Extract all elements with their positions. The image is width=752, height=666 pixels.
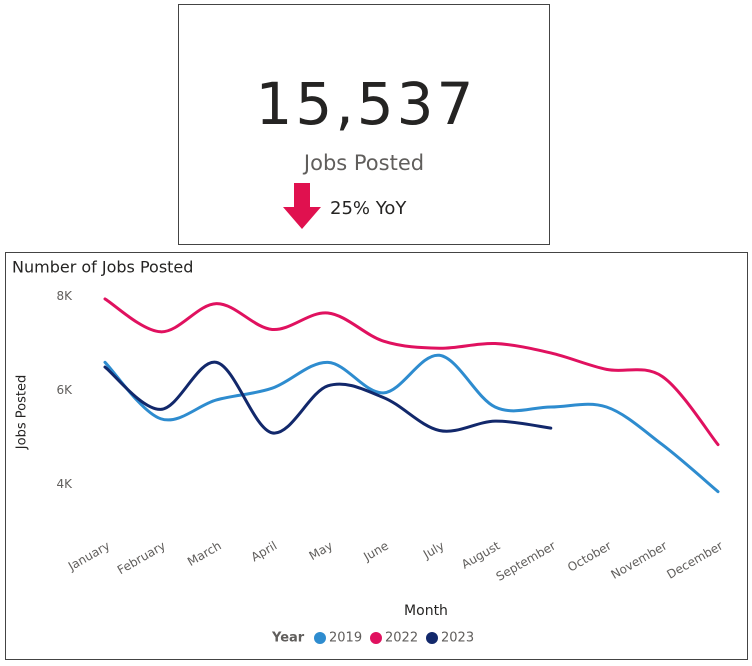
- chart-frame: [5, 252, 748, 660]
- y-axis-title: Jobs Posted: [15, 375, 30, 450]
- y-tick-label: 8K: [56, 289, 73, 303]
- kpi-card: [178, 4, 550, 245]
- legend-marker: [426, 632, 438, 644]
- legend-label: 2019: [329, 631, 362, 646]
- line-series: [103, 360, 553, 435]
- legend-marker: [314, 632, 326, 644]
- line-series: [103, 297, 720, 447]
- kpi-value: 15,537: [256, 70, 477, 138]
- kpi-change: 25% YoY: [330, 198, 407, 219]
- legend-marker: [370, 632, 382, 644]
- y-tick-label: 6K: [56, 383, 73, 397]
- line-series: [103, 353, 720, 494]
- x-axis-title: Month: [404, 603, 448, 619]
- down-arrow: [283, 183, 321, 229]
- legend-label: 2022: [385, 631, 418, 646]
- chart-title: Number of Jobs Posted: [12, 258, 193, 277]
- kpi-label: Jobs Posted: [302, 151, 424, 175]
- legend-label: 2023: [441, 631, 474, 646]
- y-tick-label: 4K: [56, 477, 73, 491]
- legend-title: Year: [271, 631, 305, 646]
